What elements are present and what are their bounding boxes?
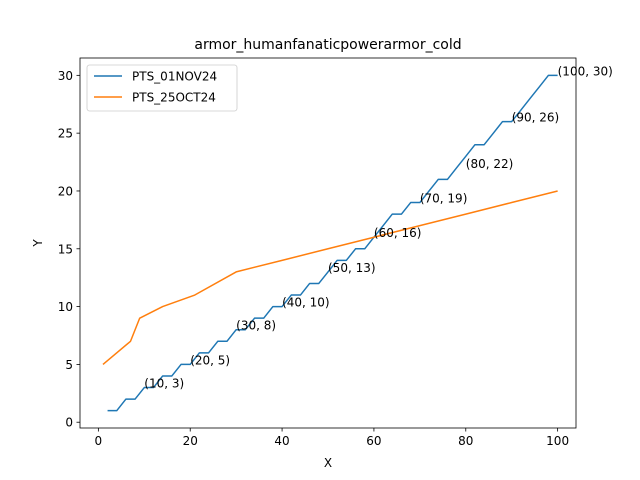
legend: PTS_01NOV24 PTS_25OCT24 [86,64,238,112]
y-tick-label: 30 [58,69,73,83]
point-annotation: (50, 13) [328,261,376,275]
y-tick-label: 10 [58,300,73,314]
y-axis-label: Y [31,239,45,248]
point-annotation: (20, 5) [190,353,230,367]
series-line-1 [107,74,558,412]
point-annotation: (60, 16) [374,226,422,240]
point-annotation: (100, 30) [558,64,613,78]
point-annotation: (40, 10) [282,296,330,310]
point-annotations: (10, 3) (20, 5) (30, 8) (40, 10) (50, 13) (60… [144,64,613,390]
x-axis-ticks: 0 20 40 60 80 100 [95,428,569,448]
legend-box [86,64,238,112]
x-tick-label: 100 [546,434,569,448]
point-annotation: (30, 8) [236,319,276,333]
chart-title: armor_humanfanaticpowerarmor_cold [194,37,461,53]
x-tick-label: 0 [95,434,103,448]
legend-label: PTS_25OCT24 [132,91,216,105]
y-tick-label: 25 [58,127,73,141]
point-annotation: (70, 19) [420,192,468,206]
series-line-2 [102,190,558,365]
y-tick-label: 15 [58,242,73,256]
x-tick-label: 20 [183,434,198,448]
legend-label: PTS_01NOV24 [132,70,217,84]
plot-area-frame [79,57,577,429]
y-tick-label: 20 [58,184,73,198]
point-annotation: (10, 3) [144,377,184,391]
x-axis-label: X [324,456,332,470]
y-axis-ticks: 0 5 10 15 20 25 30 [58,69,80,430]
x-tick-label: 60 [366,434,381,448]
series-lines [102,74,558,412]
point-annotation: (90, 26) [512,111,560,125]
point-annotation: (80, 22) [466,157,514,171]
x-tick-label: 40 [274,434,289,448]
y-tick-label: 0 [65,416,73,430]
x-tick-label: 80 [458,434,473,448]
y-tick-label: 5 [65,358,73,372]
